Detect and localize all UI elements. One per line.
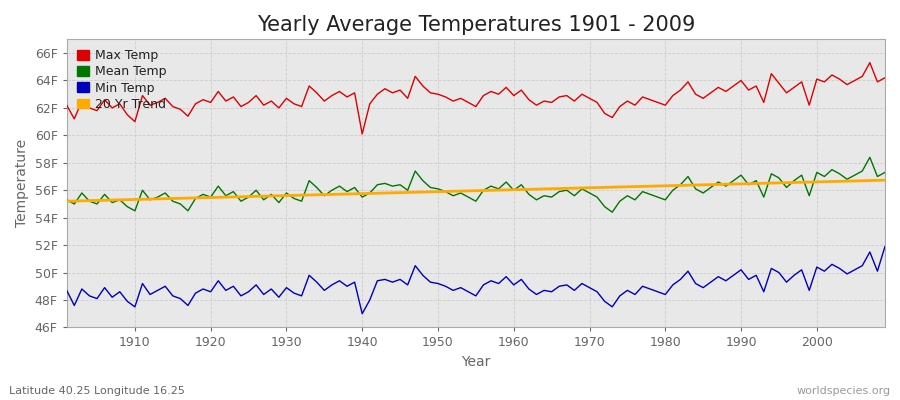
X-axis label: Year: Year	[461, 355, 491, 369]
Title: Yearly Average Temperatures 1901 - 2009: Yearly Average Temperatures 1901 - 2009	[256, 15, 695, 35]
Legend: Max Temp, Mean Temp, Min Temp, 20 Yr Trend: Max Temp, Mean Temp, Min Temp, 20 Yr Tre…	[73, 46, 171, 114]
Text: worldspecies.org: worldspecies.org	[796, 386, 891, 396]
Text: Latitude 40.25 Longitude 16.25: Latitude 40.25 Longitude 16.25	[9, 386, 184, 396]
Y-axis label: Temperature: Temperature	[15, 139, 29, 228]
